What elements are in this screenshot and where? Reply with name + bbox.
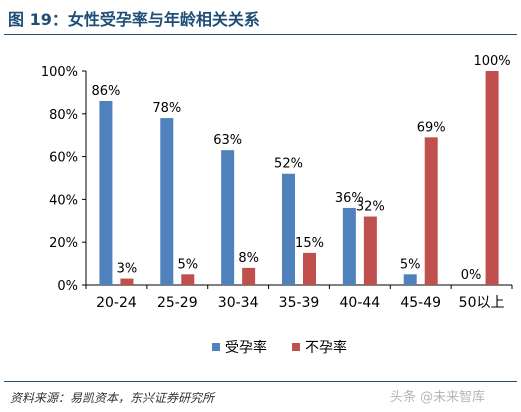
data-label: 63% [213,133,242,148]
watermark: 头条 @未来智库 [390,390,486,405]
bar-pregnant-3 [282,173,295,285]
data-label: 69% [417,120,446,135]
title-divider [4,34,517,35]
y-tick-label: 80% [49,108,78,123]
bar-not-pregnant-5 [424,137,438,285]
y-tick-label: 100% [41,65,78,80]
bar-pregnant-2 [221,150,235,285]
bar-not-pregnant-2 [242,267,256,285]
bar-pregnant-5 [403,274,417,285]
data-label: 32% [356,200,385,215]
bar-not-pregnant-1 [181,274,195,285]
data-label: 0% [461,268,482,283]
bar-pregnant-1 [160,118,174,285]
x-tick-label: 30-34 [218,295,259,311]
data-label: 8% [238,251,259,266]
x-tick-label: 45-49 [400,295,441,311]
data-label: 78% [152,101,181,116]
y-tick-label: 20% [49,236,78,251]
legend-label: 受孕率 [225,339,267,356]
legend-swatch-not-pregnant [292,343,300,351]
bar-pregnant-4 [342,207,356,285]
x-tick-label: 20-24 [96,295,137,311]
data-label: 52% [274,157,303,172]
source-note: 资料来源：易凯资本，东兴证券研究所 [10,391,215,405]
bar-not-pregnant-4 [363,216,377,285]
x-tick-label: 25-29 [157,295,198,311]
x-tick-label: 50以上 [459,295,505,311]
data-label: 36% [335,191,364,206]
footer-divider [4,381,517,382]
y-tick-label: 0% [57,279,78,294]
x-tick-label: 35-39 [279,295,320,311]
legend-label: 不孕率 [305,339,347,356]
figure-title: 图 19：女性受孕率与年龄相关关系 [8,10,260,29]
data-label: 5% [400,257,421,272]
bar-chart: 0% 20% 40% 60% 80% 100% 86% 3% 20-24 78% 5% 25-29 63… [41,54,513,356]
bar-not-pregnant-3 [303,252,316,285]
data-label: 86% [91,84,120,99]
bar-not-pregnant-6 [485,71,499,285]
y-tick-label: 40% [49,193,78,208]
x-tick-label: 40-44 [340,295,381,311]
y-tick-label: 60% [49,151,78,166]
data-label: 5% [177,257,198,272]
bar-pregnant-0 [99,100,113,286]
legend-swatch-pregnant [212,343,220,351]
data-label: 3% [117,262,138,277]
data-label: 15% [295,236,324,251]
data-label: 100% [473,54,510,69]
bar-not-pregnant-0 [120,278,134,285]
